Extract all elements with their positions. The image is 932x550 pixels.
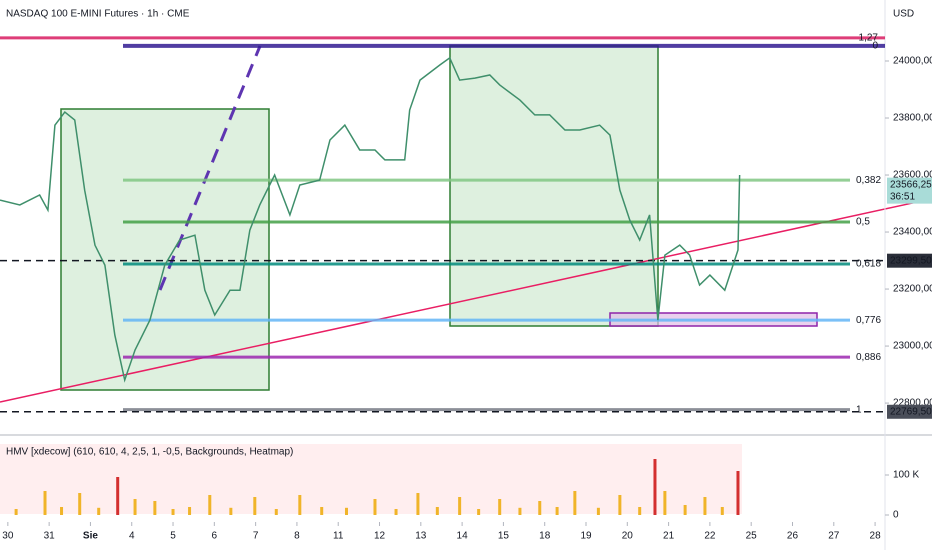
- price-tag-label: 23299,50: [890, 255, 932, 266]
- volume-bar: [555, 507, 559, 515]
- volume-bar: [229, 507, 233, 515]
- fib-label: 0,5: [856, 217, 870, 228]
- volume-bar: [518, 507, 522, 515]
- volume-bar: [596, 507, 600, 515]
- volume-bar: [97, 507, 101, 515]
- fib-label: 1,27: [859, 33, 879, 44]
- y-tick-label: 23600,00: [893, 170, 932, 181]
- volume-bar: [253, 497, 257, 515]
- x-tick-label: 4: [129, 531, 135, 542]
- volume-bar: [458, 497, 462, 515]
- price-tag-label: 22769,50: [890, 406, 932, 417]
- x-tick-label: 21: [663, 531, 675, 542]
- currency: USD: [893, 9, 914, 20]
- volume-bar: [78, 493, 82, 515]
- volume-bar: [736, 471, 740, 515]
- y-tick-label: 24000,00: [893, 56, 932, 67]
- x-tick-label: 7: [253, 531, 259, 542]
- volume-bar: [116, 477, 120, 515]
- trend-line: [0, 197, 932, 403]
- volume-bar: [208, 495, 212, 515]
- volume-bar: [373, 499, 377, 515]
- projection-line: [158, 45, 262, 291]
- volume-bar: [60, 507, 64, 515]
- x-tick-label: 8: [294, 531, 300, 542]
- volume-bar: [153, 501, 157, 515]
- volume-bar: [344, 507, 348, 515]
- volume-bar: [653, 459, 657, 515]
- volume-bar: [133, 499, 137, 515]
- x-tick-label: 11: [333, 531, 344, 542]
- volume-bar: [703, 497, 707, 515]
- price-tag: [887, 404, 932, 419]
- y-tick-label: 22800,00: [893, 398, 932, 409]
- x-tick-label: 20: [622, 531, 634, 542]
- volume-bar: [720, 507, 724, 515]
- volume-bar: [498, 499, 502, 515]
- price-tag: [887, 253, 932, 268]
- volume-bar: [663, 491, 667, 515]
- volume-bar: [683, 505, 687, 515]
- fib-label: 0,618: [856, 259, 881, 270]
- volume-tick-label: 0: [893, 510, 899, 521]
- x-tick-label: 13: [415, 531, 427, 542]
- fib-label: 0,886: [856, 352, 881, 363]
- x-tick-label: 25: [746, 531, 758, 542]
- fib-label: 0: [872, 41, 878, 52]
- zone-box: [60, 108, 270, 391]
- x-tick-label: 26: [787, 531, 799, 542]
- countdown: 36:51: [890, 191, 915, 202]
- fib-label: 1: [856, 404, 862, 415]
- indicator-label: HMV [xdecow] (610, 610, 4, 2,5, 1, -0,5,…: [6, 447, 293, 458]
- x-tick-label: 6: [212, 531, 218, 542]
- volume-bar: [416, 493, 420, 515]
- x-tick-label: 5: [170, 531, 176, 542]
- x-tick-label: 31: [44, 531, 56, 542]
- x-tick-label: 27: [828, 531, 840, 542]
- heatmap-background: [0, 444, 742, 514]
- volume-tick-label: 100 K: [893, 470, 919, 481]
- volume-bar: [43, 491, 47, 515]
- volume-bar: [618, 495, 622, 515]
- x-tick-label: 22: [704, 531, 716, 542]
- x-tick-label: Sie: [83, 531, 98, 542]
- chart-title: NASDAQ 100 E-MINI Futures · 1h · CME: [6, 9, 190, 20]
- x-tick-label: 28: [870, 531, 882, 542]
- volume-bar: [298, 495, 302, 515]
- fib-label: 0,382: [856, 175, 881, 186]
- volume-bar: [14, 509, 18, 515]
- x-tick-label: 18: [539, 531, 551, 542]
- x-tick-label: 12: [374, 531, 386, 542]
- x-tick-label: 14: [457, 531, 469, 542]
- volume-bar: [638, 507, 642, 515]
- y-tick-label: 23000,00: [893, 341, 932, 352]
- volume-bar: [320, 507, 324, 515]
- volume-bar: [188, 507, 192, 515]
- y-tick-label: 23200,00: [893, 284, 932, 295]
- x-tick-label: 30: [2, 531, 14, 542]
- y-tick-label: 23800,00: [893, 113, 932, 124]
- volume-bar: [274, 509, 278, 515]
- price-line-series: [0, 56, 741, 383]
- price-tag-label: 23566,25: [890, 179, 932, 190]
- volume-bar: [171, 509, 175, 515]
- y-tick-label: 23400,00: [893, 227, 932, 238]
- x-tick-label: 19: [580, 531, 592, 542]
- zone-box: [449, 45, 659, 327]
- volume-bar: [573, 491, 577, 515]
- volume-bar: [477, 509, 481, 515]
- volume-bar: [435, 507, 439, 515]
- volume-bar: [394, 509, 398, 515]
- x-tick-label: 15: [498, 531, 510, 542]
- fib-label: 0,776: [856, 315, 881, 326]
- price-tag: [887, 177, 932, 204]
- volume-bar: [538, 501, 542, 515]
